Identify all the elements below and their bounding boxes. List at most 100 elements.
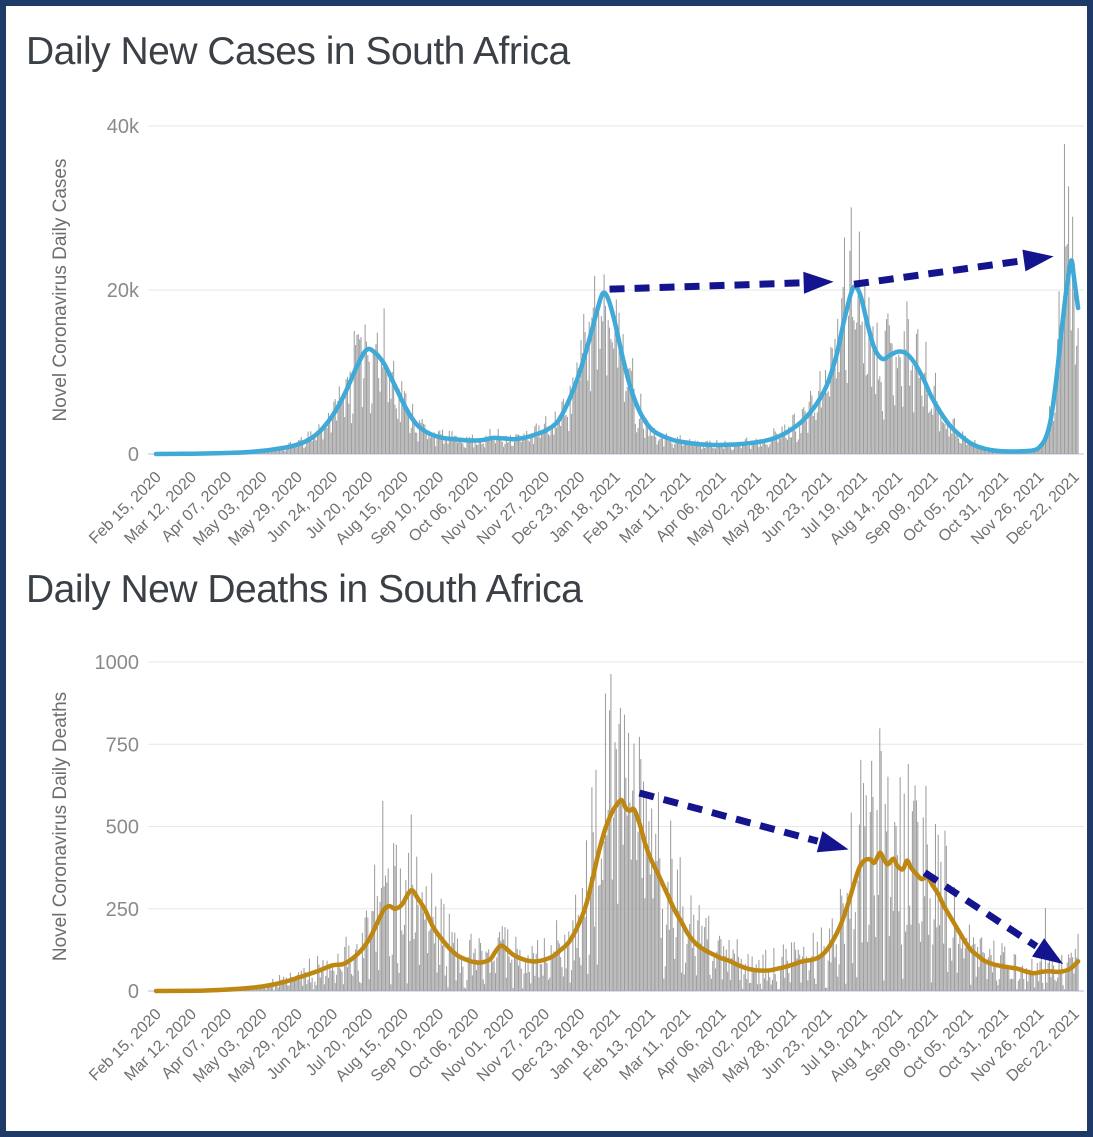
bar [915,800,917,991]
bar [435,446,437,454]
bar [891,343,893,454]
bar [489,972,491,991]
bar [440,898,442,991]
bar [653,867,655,991]
bar [441,429,444,454]
bar [598,312,600,454]
bar [748,983,750,991]
bar [302,985,304,991]
bar [763,441,765,454]
bar [274,983,276,991]
bar [356,944,358,991]
bar [380,887,382,991]
bar [667,881,669,991]
bar [818,391,820,454]
bar [922,406,924,454]
bar [968,443,970,454]
bar [1070,952,1072,991]
bar [742,444,744,454]
bar [858,824,860,991]
bar [480,439,482,454]
bar [694,440,696,454]
bar [983,953,985,991]
bar [781,956,783,991]
bar [771,439,774,454]
bar [729,979,731,991]
bar [895,826,897,991]
bar [735,446,737,454]
bar [894,405,896,454]
bar [284,979,286,991]
bar [838,372,840,454]
bar [378,378,380,454]
bar [974,944,976,991]
bar [850,812,852,991]
y-axis-tick-labels: 40k 20k 0 [107,116,140,466]
bar [967,945,969,991]
bar [769,977,771,991]
bar [591,317,593,454]
bar [661,908,664,991]
bar [951,433,953,454]
bar [571,413,573,454]
bar [391,954,393,991]
bar [551,957,554,991]
bar [412,403,414,454]
bar [876,810,878,991]
bar [835,944,837,991]
bar [763,978,765,991]
bar [518,434,520,454]
bar [1006,969,1008,991]
bar [767,447,769,454]
trend-arrow-shaft [609,279,802,293]
bar [455,980,457,991]
bar [838,964,840,991]
bar [949,947,951,991]
bar [864,284,866,454]
bar [524,439,526,454]
bar [444,975,446,991]
bar [477,960,479,991]
bar [493,960,495,991]
bar [436,438,438,454]
bar [326,427,328,454]
bar [615,299,617,454]
bar [590,876,592,991]
bar [1035,974,1037,991]
trend-arrow [609,271,834,294]
bar [488,949,490,991]
bar [609,710,611,991]
bar [652,435,654,454]
bar [615,749,617,991]
bar [401,381,403,454]
bar [880,382,882,454]
bar [873,895,875,991]
bar [361,932,363,991]
bar [554,411,556,454]
bar [819,955,821,991]
bar [644,437,646,454]
bar [410,814,412,991]
bar [531,436,533,454]
bar [780,438,782,454]
bar [439,430,441,454]
bar [507,442,509,454]
bar [928,412,930,454]
bar [353,956,355,991]
bar [409,433,411,454]
bar [1057,977,1059,991]
bar [427,439,429,454]
bar [796,442,798,454]
bar [638,418,640,454]
bar [600,316,602,454]
bar [860,759,862,991]
bar [276,984,278,991]
bar [1040,446,1042,454]
bar [701,925,703,991]
bar [547,434,549,454]
bar [727,971,729,991]
bar [473,447,475,454]
bar [287,445,289,454]
bar [771,979,774,991]
bar [641,877,643,991]
